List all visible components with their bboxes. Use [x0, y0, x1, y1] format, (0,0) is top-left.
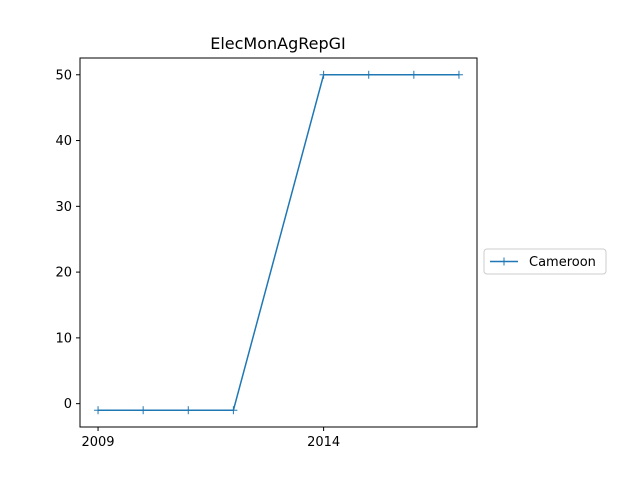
data-point-marker [319, 70, 328, 79]
data-point-marker [454, 70, 463, 79]
x-axis: 2009 2014 [81, 427, 340, 450]
x-tick-label: 2009 [81, 435, 114, 450]
legend-box [483, 248, 607, 275]
plot-frame [79, 57, 478, 428]
y-tick-label: 50 [55, 68, 72, 83]
data-point-marker [364, 70, 373, 79]
data-point-marker [229, 406, 238, 415]
y-tick-label: 40 [55, 134, 72, 149]
legend: Cameroon [483, 248, 607, 275]
series-layer [94, 70, 463, 415]
data-point-marker [94, 406, 103, 415]
x-tick-label: 2014 [307, 435, 340, 450]
y-axis: 0 10 20 30 40 50 [55, 68, 80, 412]
legend-label-cameroon: Cameroon [529, 255, 596, 270]
data-point-marker [184, 406, 193, 415]
data-point-marker [139, 406, 148, 415]
y-tick-label: 30 [55, 200, 72, 215]
y-tick-label: 10 [55, 331, 72, 346]
y-tick-label: 20 [55, 266, 72, 281]
series-line [98, 74, 459, 411]
data-point-marker [409, 70, 418, 79]
chart-title: ElecMonAgRepGI [210, 34, 346, 53]
y-tick-label: 0 [64, 397, 72, 412]
